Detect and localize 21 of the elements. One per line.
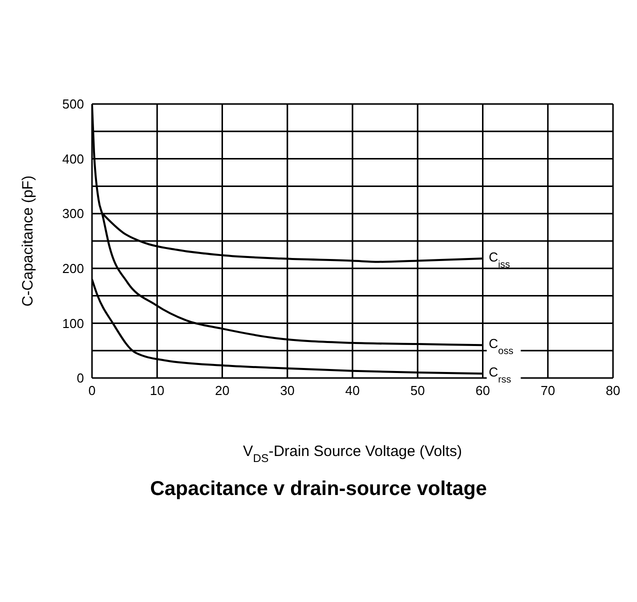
x-tick-label: 20	[215, 383, 230, 398]
x-tick-label: 60	[476, 383, 490, 398]
y-axis-title: C-Capacitance (pF)	[19, 176, 36, 306]
x-tick-label: 10	[150, 383, 164, 398]
x-tick-label: 0	[88, 383, 96, 398]
y-tick-label: 500	[62, 96, 84, 112]
y-tick-label: 0	[76, 370, 84, 386]
series-label: C$_{oss}$	[488, 336, 514, 357]
y-tick-label: 300	[62, 206, 84, 222]
x-tick-label: 50	[410, 383, 425, 398]
x-axis-title: V$_{DS}$-Drain Source Voltage (Volts)	[242, 443, 462, 465]
x-tick-label: 30	[280, 383, 295, 398]
y-tick-label: 200	[62, 261, 84, 276]
series-label: C$_{rss}$	[488, 364, 512, 386]
series-label: C$_{iss}$	[488, 250, 510, 270]
text: Capacitance v drain-source voltage	[150, 478, 487, 500]
y-tick-label: 100	[62, 316, 84, 331]
x-tick-label: 40	[345, 383, 360, 398]
x-tick-label: 80	[606, 383, 620, 398]
x-tick-label: 70	[540, 383, 556, 398]
y-tick-label: 400	[62, 151, 84, 166]
